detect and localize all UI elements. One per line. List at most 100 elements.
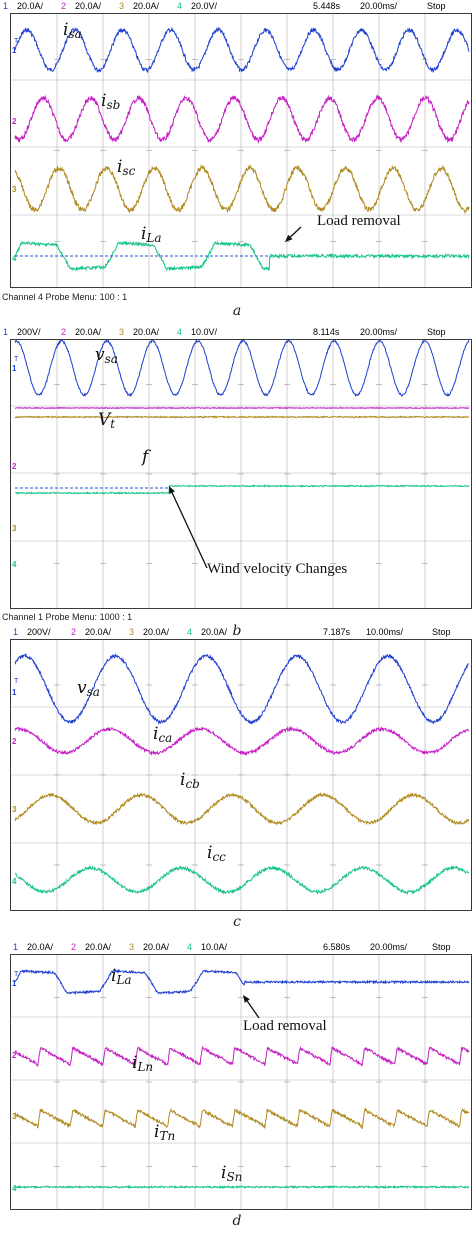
scope-screen-a: T 1 2 3 4 isa isb isc iLa Load removal <box>10 13 472 288</box>
ch4-scale: 20.0V/ <box>191 1 218 11</box>
acquisition-time: 7.187s <box>323 627 351 637</box>
trigger-marker: T <box>14 38 19 45</box>
label-f: f <box>142 447 149 467</box>
scope-panel-a: 1 20.0A/ 2 20.0A/ 3 20.0A/ 4 20.0V/ 5.44… <box>0 0 474 330</box>
ch3-scale: 20.0A/ <box>133 1 160 11</box>
annotation-load-removal: Load removal <box>243 1018 327 1034</box>
ch4-ground-marker: 4 <box>12 877 17 886</box>
label-isn: iSn <box>221 1163 243 1184</box>
timebase: 10.00ms/ <box>366 627 404 637</box>
annotation-arrow <box>170 489 208 569</box>
annotation-arrow-head <box>285 234 293 242</box>
ch2-index: 2 <box>71 627 77 637</box>
ch4-ground-marker: 4 <box>12 1184 17 1193</box>
ch3-index: 3 <box>129 627 135 637</box>
trigger-marker: T <box>14 678 19 685</box>
acquisition-time: 5.448s <box>313 1 341 11</box>
label-icb: icb <box>180 770 200 791</box>
ch1-scale: 20.0A/ <box>17 1 44 11</box>
scope-plot-a <box>11 14 471 287</box>
trace-ch2 <box>14 406 470 410</box>
ch1-scale: 200V/ <box>17 327 41 337</box>
annotation-load-removal: Load removal <box>317 213 401 229</box>
ch4-scale: 10.0V/ <box>191 327 218 337</box>
trace-ch3 <box>14 415 470 419</box>
scope-plot-c <box>11 640 471 910</box>
timebase: 20.00ms/ <box>360 327 398 337</box>
label-icc: icc <box>207 843 226 864</box>
scope-screen-b: T 1 2 3 4 vsa Vt f Wind velocity Changes <box>10 339 472 609</box>
ch1-ground-marker: 1 <box>12 46 17 55</box>
label-ila: iLa <box>111 966 132 987</box>
label-vt: Vt <box>98 410 116 431</box>
annotation-wind-velocity: Wind velocity Changes <box>207 561 348 577</box>
ch4-index: 4 <box>177 1 183 11</box>
label-ila: iLa <box>141 224 162 245</box>
scope-plot-b <box>11 340 471 608</box>
ch2-ground-marker: 2 <box>12 737 17 746</box>
scope-plot-d <box>11 955 471 1209</box>
label-iln: iLn <box>132 1053 154 1074</box>
ch2-index: 2 <box>61 327 67 337</box>
annotation-arrow <box>244 997 260 1019</box>
label-itn: iTn <box>154 1122 176 1143</box>
ch4-index: 4 <box>187 942 193 952</box>
ch3-index: 3 <box>119 327 125 337</box>
trace-ch2 <box>14 725 470 757</box>
trace-ch1 <box>14 340 470 398</box>
trace-ch4 <box>14 240 470 272</box>
run-status: Stop <box>432 627 451 637</box>
probe-menu-a: Channel 4 Probe Menu: 100 : 1 <box>2 292 128 302</box>
scope-screen-c: T 1 2 3 4 vsa ica icb icc <box>10 639 472 911</box>
ch4-scale: 20.0A/ <box>201 627 228 637</box>
ch3-index: 3 <box>129 942 135 952</box>
trace-ch4 <box>14 864 470 896</box>
probe-menu-b: Channel 1 Probe Menu: 1000 : 1 <box>2 612 133 622</box>
panel-label-d: d <box>232 1213 242 1229</box>
ch1-ground-marker: 1 <box>12 688 17 697</box>
label-isc: isc <box>117 157 136 178</box>
scope-header-b: 1 200V/ 2 20.0A/ 3 20.0A/ 4 10.0V/ 8.114… <box>0 326 474 338</box>
trace-ch1 <box>14 652 470 726</box>
ch2-index: 2 <box>61 1 67 11</box>
scope-header-d: 1 20.0A/ 2 20.0A/ 3 20.0A/ 4 10.0A/ 6.58… <box>0 941 474 953</box>
trigger-marker: T <box>14 971 19 978</box>
panel-label-a: a <box>232 303 242 319</box>
annotation-arrow-head <box>169 486 175 494</box>
ch2-index: 2 <box>71 942 77 952</box>
ch3-ground-marker: 3 <box>12 1112 17 1121</box>
ch4-index: 4 <box>187 627 193 637</box>
ch4-scale: 10.0A/ <box>201 942 228 952</box>
ch4-ground-marker: 4 <box>12 560 17 569</box>
ch3-scale: 20.0A/ <box>143 627 170 637</box>
ch3-ground-marker: 3 <box>12 805 17 814</box>
ch1-ground-marker: 1 <box>12 979 17 988</box>
trigger-marker: T <box>14 356 19 363</box>
trace-ch3 <box>14 164 470 215</box>
trace-ch1 <box>14 968 470 996</box>
panel-label-b: b <box>232 623 242 639</box>
trace-ch4 <box>14 1184 470 1190</box>
label-vsa: vsa <box>77 678 100 699</box>
trace-ch3 <box>14 1106 470 1129</box>
ch2-scale: 20.0A/ <box>85 942 112 952</box>
ch3-scale: 20.0A/ <box>143 942 170 952</box>
trace-ch2 <box>14 94 470 144</box>
trace-ch2 <box>14 1045 470 1068</box>
timebase: 20.00ms/ <box>360 1 398 11</box>
ch2-ground-marker: 2 <box>12 462 17 471</box>
ch4-ground-marker: 4 <box>12 254 17 263</box>
acquisition-time: 8.114s <box>313 327 340 337</box>
scope-panel-c: 1 200V/ 2 20.0A/ 3 20.0A/ 4 20.0A/ 7.187… <box>0 620 474 940</box>
scope-header-a: 1 20.0A/ 2 20.0A/ 3 20.0A/ 4 20.0V/ 5.44… <box>0 0 474 12</box>
ch1-index: 1 <box>13 942 19 952</box>
ch3-scale: 20.0A/ <box>133 327 160 337</box>
ch1-index: 1 <box>13 627 19 637</box>
ch2-ground-marker: 2 <box>12 117 17 126</box>
ch1-ground-marker: 1 <box>12 364 17 373</box>
scope-header-c: 1 200V/ 2 20.0A/ 3 20.0A/ 4 20.0A/ 7.187… <box>0 626 474 638</box>
timebase: 20.00ms/ <box>370 942 408 952</box>
scope-panel-b: 1 200V/ 2 20.0A/ 3 20.0A/ 4 10.0V/ 8.114… <box>0 320 474 650</box>
ch2-ground-marker: 2 <box>12 1051 17 1060</box>
label-vsa: vsa <box>95 345 118 366</box>
